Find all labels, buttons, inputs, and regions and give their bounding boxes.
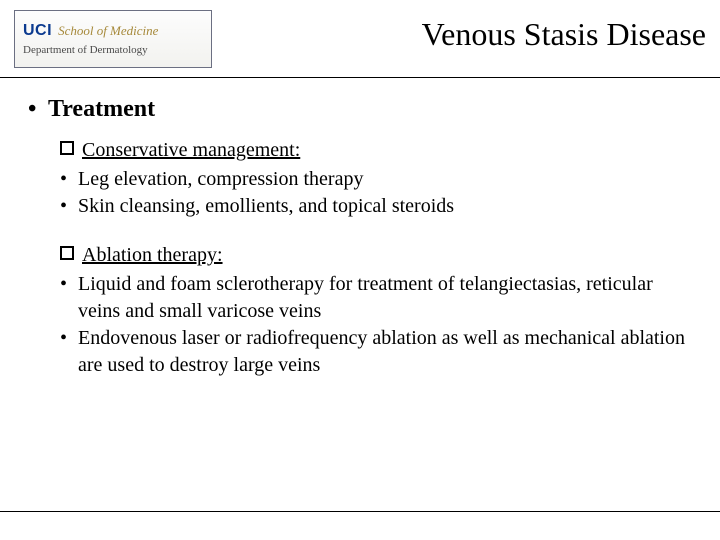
bullet-icon: • — [28, 96, 36, 122]
bullet-icon: • — [60, 271, 78, 298]
logo-row: UCI School of Medicine — [23, 22, 203, 40]
list-item: • Leg elevation, compression therapy — [60, 166, 700, 193]
logo-box: UCI School of Medicine Department of Der… — [14, 10, 212, 68]
item-text: Skin cleansing, emollients, and topical … — [78, 193, 700, 220]
logo-department-text: Department of Dermatology — [23, 44, 203, 56]
subhead-label: Ablation therapy: — [82, 242, 223, 269]
section-ablation: Ablation therapy: • Liquid and foam scle… — [60, 242, 700, 379]
bullet-icon: • — [60, 193, 78, 220]
heading-text: Treatment — [48, 96, 155, 122]
section-conservative: Conservative management: • Leg elevation… — [60, 137, 700, 220]
slide: UCI School of Medicine Department of Der… — [0, 0, 720, 540]
list-item: • Endovenous laser or radiofrequency abl… — [60, 325, 700, 379]
logo-uci-text: UCI — [23, 22, 52, 40]
checkbox-icon — [60, 141, 74, 155]
subhead-label: Conservative management: — [82, 137, 300, 164]
item-text: Liquid and foam sclerotherapy for treatm… — [78, 271, 700, 325]
heading-row: • Treatment — [28, 96, 700, 123]
header: UCI School of Medicine Department of Der… — [0, 0, 720, 78]
bullet-icon: • — [60, 166, 78, 193]
subhead: Ablation therapy: — [60, 242, 700, 269]
slide-body: • Treatment Conservative management: • L… — [0, 78, 720, 379]
subhead: Conservative management: — [60, 137, 700, 164]
bullet-icon: • — [60, 325, 78, 352]
slide-title: Venous Stasis Disease — [422, 16, 706, 53]
item-text: Leg elevation, compression therapy — [78, 166, 700, 193]
list-item: • Skin cleansing, emollients, and topica… — [60, 193, 700, 220]
logo-school-text: School of Medicine — [58, 23, 158, 39]
checkbox-icon — [60, 246, 74, 260]
item-text: Endovenous laser or radiofrequency ablat… — [78, 325, 700, 379]
list-item: • Liquid and foam sclerotherapy for trea… — [60, 271, 700, 325]
footer-rule — [0, 511, 720, 512]
